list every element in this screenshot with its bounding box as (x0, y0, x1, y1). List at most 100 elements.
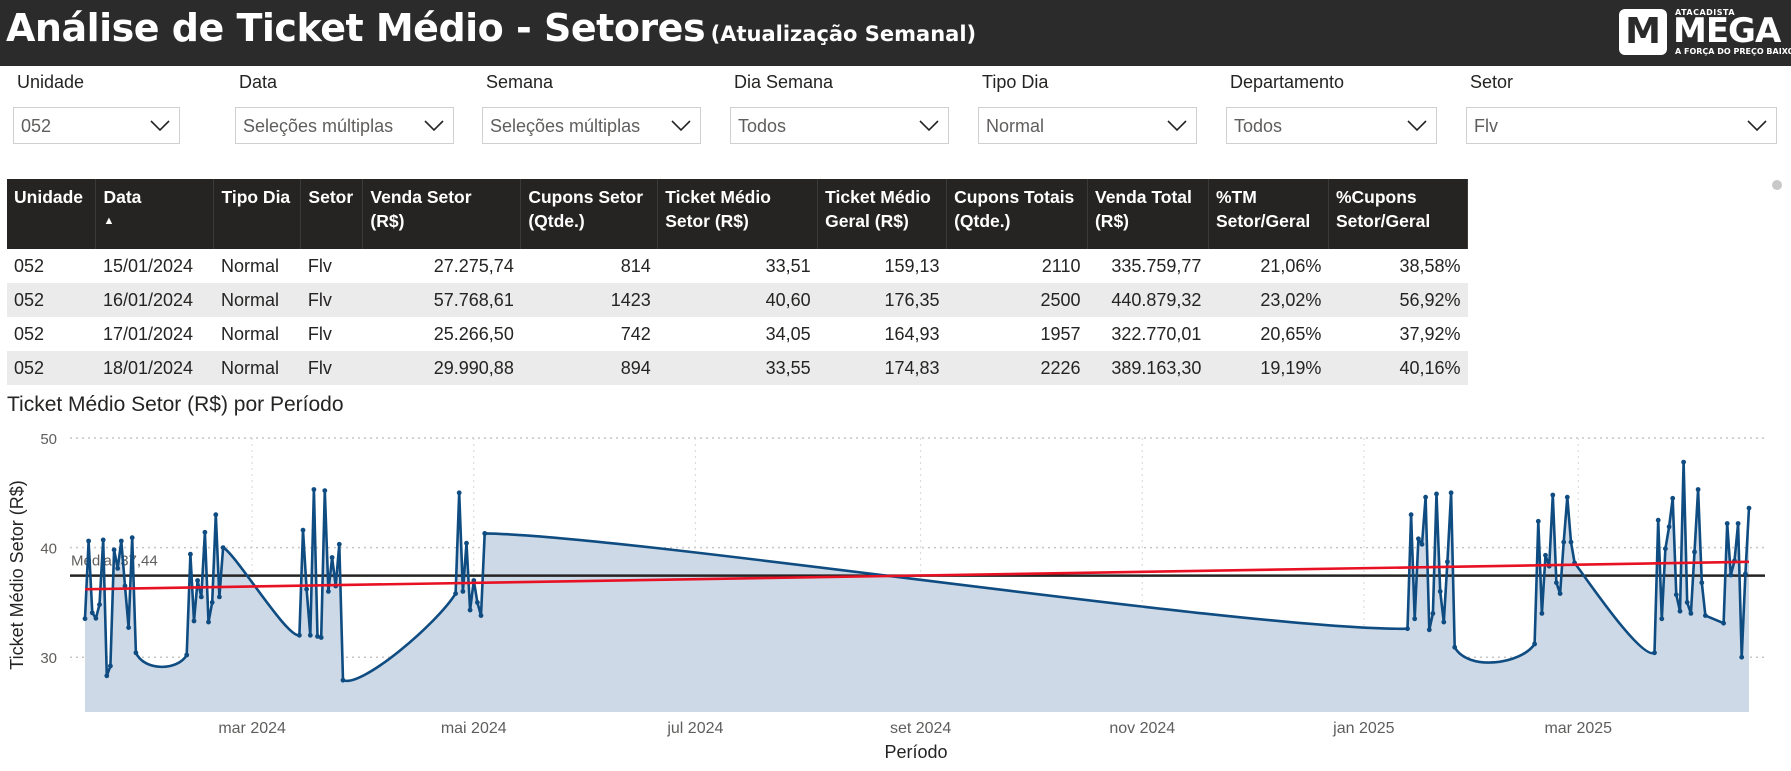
filter-data-dropdown[interactable]: Seleções múltiplas (235, 107, 454, 144)
data-point (108, 663, 113, 669)
data-point (1724, 521, 1730, 526)
cell-unidade: 052 (7, 351, 96, 385)
chevron-down-icon (150, 120, 170, 132)
data-point (1739, 654, 1745, 660)
cell-tipo-dia: Normal (220, 255, 279, 276)
data-point (467, 607, 473, 613)
data-point (1746, 505, 1752, 511)
column-header-unidade[interactable]: Unidade (7, 179, 97, 249)
data-point (478, 613, 484, 618)
data-point (198, 594, 204, 600)
chevron-down-icon (919, 120, 939, 132)
data-point (126, 625, 131, 630)
cell-cupons-totais: 1957 (1040, 323, 1081, 344)
data-point (97, 602, 102, 607)
data-point (1539, 611, 1545, 616)
data-point (1699, 580, 1705, 586)
filter-label: Data (239, 72, 278, 92)
x-tick-label: set 2024 (890, 720, 951, 737)
data-point (1568, 539, 1574, 545)
column-header-tipo-dia[interactable]: Tipo Dia (213, 179, 302, 249)
data-point (1743, 571, 1748, 577)
data-point (1412, 616, 1418, 622)
column-header-data[interactable]: Data ▲ (95, 179, 215, 249)
column-header-pct-tm[interactable]: %TM Setor/Geral (1208, 179, 1329, 249)
filter-unidade-dropdown[interactable]: 052 (13, 107, 180, 144)
data-point (1659, 616, 1665, 622)
column-header-ticket-medio-geral[interactable]: Ticket Médio Geral (R$) (817, 179, 948, 249)
data-point (482, 531, 488, 536)
table-row[interactable]: 052 17/01/2024 Normal Flv 25.266,50 742 … (7, 317, 1468, 351)
scrollbar-thumb[interactable] (1772, 180, 1782, 190)
cell-setor: Flv (300, 351, 363, 385)
filter-label: Departamento (1230, 72, 1345, 92)
data-point (1437, 589, 1443, 594)
cell-tipo-dia: Normal (213, 351, 301, 385)
data-point (184, 652, 190, 658)
data-point (304, 586, 309, 592)
y-tick-label: 50 (40, 431, 57, 448)
column-header-ticket-medio-setor[interactable]: Ticket Médio Setor (R$) (657, 179, 819, 249)
cell-venda-total: 335.759,77 (1111, 255, 1202, 276)
cell-cupons-setor: 894 (520, 351, 658, 385)
column-header-venda-setor[interactable]: Venda Setor (R$) (362, 179, 522, 249)
cell-data: 17/01/2024 (102, 323, 194, 344)
data-point (115, 566, 121, 571)
filter-dia-semana-dropdown[interactable]: Todos (730, 107, 949, 144)
cell-pct-tm: 20,65% (1260, 323, 1322, 344)
cell-pct-cupons: 56,92% (1328, 283, 1468, 317)
x-tick-label: nov 2024 (1109, 720, 1175, 737)
cell-venda-total: 389.163,30 (1087, 351, 1209, 385)
cell-setor: Flv (300, 283, 363, 317)
data-point (1692, 549, 1697, 555)
data-point (195, 578, 201, 583)
chevron-down-icon (1167, 120, 1187, 132)
table-row[interactable]: 052 16/01/2024 Normal Flv 57.768,61 1423… (7, 283, 1468, 317)
cell-cupons-setor: 742 (620, 323, 651, 344)
filter-tipo-dia-dropdown[interactable]: Normal (978, 107, 1197, 144)
filter-departamento: Departamento Todos (1226, 72, 1437, 144)
column-header-cupons-totais[interactable]: Cupons Totais (Qtde.) (946, 179, 1088, 249)
filter-semana-dropdown[interactable]: Seleções múltiplas (482, 107, 701, 144)
logo-top-text: ATACADISTA (1675, 8, 1736, 17)
data-point (1663, 546, 1668, 552)
filter-label: Dia Semana (734, 72, 834, 92)
data-point (322, 488, 328, 493)
column-header-setor[interactable]: Setor (300, 179, 364, 249)
data-point (1677, 608, 1683, 614)
x-tick-label: mai 2024 (441, 720, 507, 737)
data-point (133, 650, 139, 656)
data-point (1681, 459, 1686, 465)
cell-venda-setor: 27.275,74 (433, 255, 514, 276)
chevron-down-icon (1407, 120, 1427, 132)
table-row[interactable]: 052 15/01/2024 Normal Flv 27.275,74 814 … (7, 249, 1468, 283)
data-point (336, 541, 342, 547)
report-header: Análise de Ticket Médio - Setores (Atual… (0, 0, 1791, 66)
data-point (1441, 619, 1447, 625)
cell-cupons-setor: 1423 (520, 283, 658, 317)
filter-setor-dropdown[interactable]: Flv (1466, 107, 1777, 144)
data-point (300, 527, 306, 533)
cell-tipo-dia: Normal (220, 323, 279, 344)
cell-pct-cupons: 38,58% (1399, 255, 1461, 276)
cell-cupons-totais: 2226 (946, 351, 1088, 385)
data-point (1554, 580, 1559, 586)
data-point (1423, 494, 1428, 500)
data-point (1688, 611, 1694, 616)
data-point (111, 547, 117, 553)
filter-label: Semana (486, 72, 554, 92)
ticket-medio-chart[interactable]: 30 40 50 mar 2024 mai 2024 jul 2024 set 2024 no… (0, 420, 1791, 771)
column-header-venda-total[interactable]: Venda Total (R$) (1087, 179, 1209, 249)
table-row[interactable]: 052 18/01/2024 Normal Flv 29.990,88 894 … (7, 351, 1468, 385)
filter-departamento-dropdown[interactable]: Todos (1226, 107, 1437, 144)
cell-venda-setor: 57.768,61 (362, 283, 521, 317)
data-point (1445, 559, 1450, 565)
x-axis-title: Período (884, 742, 947, 762)
filter-value: Seleções múltiplas (243, 116, 394, 136)
data-point (86, 538, 91, 544)
column-header-pct-cupons[interactable]: %Cupons Setor/Geral (1328, 179, 1469, 249)
column-header-cupons-setor[interactable]: Cupons Setor (Qtde.) (520, 179, 659, 249)
cell-pct-tm: 21,06% (1260, 255, 1322, 276)
filter-value: Flv (1474, 116, 1498, 136)
x-tick-label: jan 2025 (1332, 720, 1394, 737)
